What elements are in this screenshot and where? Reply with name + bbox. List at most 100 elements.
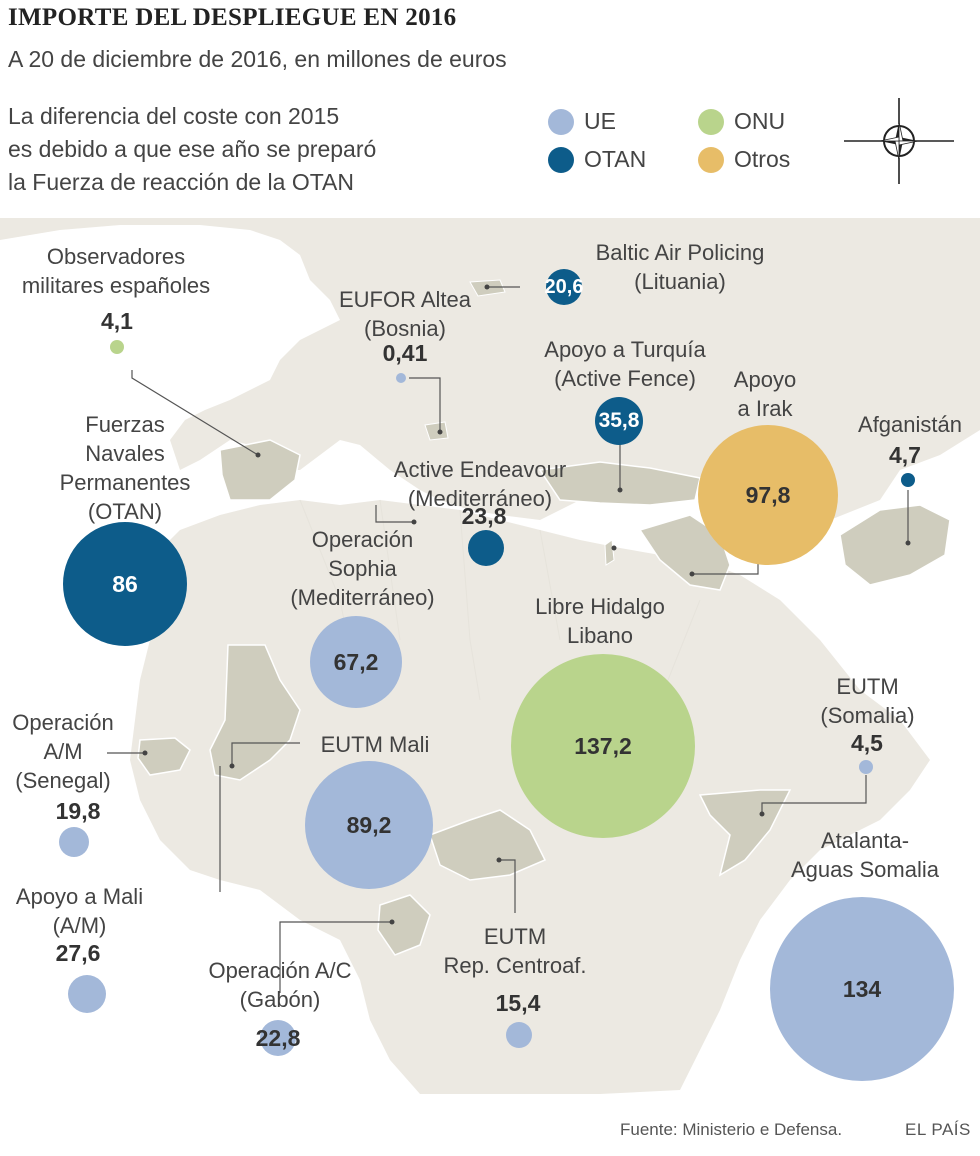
bosnia-country (424, 421, 449, 441)
mission-label-line: (Mediterráneo) (407, 486, 553, 511)
mission-label-fuerzas: Fuerzas Navales Permanentes (OTAN) (40, 410, 210, 526)
mission-label-line: Apoyo a Mali (15, 884, 144, 909)
bubble-value: 22,8 (255, 1024, 301, 1051)
mission-label-line: Navales (85, 441, 165, 466)
mission-label-observadores: Observadores militares españoles (0, 242, 232, 300)
intro-line: es debido a que ese año se preparó (8, 136, 377, 162)
mission-label-turquia: Apoyo a Turquía (Active Fence) (500, 335, 750, 393)
source-note: Fuente: Ministerio e Defensa. (620, 1120, 843, 1139)
mission-value-eufor: 0,41 (382, 340, 428, 366)
legend-label: ONU (734, 108, 786, 134)
mission-value-senegal: 19,8 (55, 798, 101, 824)
bubble-gabon: 22,8 (256, 1020, 300, 1056)
mission-value-eutm-rca: 15,4 (495, 990, 541, 1016)
mission-label-apoyo-mali: Apoyo a Mali (A/M) (2, 882, 157, 940)
mission-label-eufor: EUFOR Altea (Bosnia) (305, 285, 505, 343)
mission-value-observadores: 4,1 (101, 308, 133, 334)
bubble-sophia: 67,2 (310, 616, 402, 708)
legend-swatch-otros (698, 146, 724, 173)
legend: UE ONU OTAN Otros (548, 108, 818, 188)
mission-label-baltic: Baltic Air Policing (Lituania) (560, 238, 800, 296)
mission-label-eutm-somalia: EUTM (Somalia) (800, 672, 935, 730)
mission-label-line: Atalanta- (820, 828, 910, 853)
mission-label-line: EUTM (836, 674, 899, 699)
mission-label-line: (Mediterráneo) (290, 585, 435, 610)
mission-value-apoyo-mali: 27,6 (55, 940, 101, 966)
mission-label-atalanta: Atalanta- Aguas Somalia (770, 826, 960, 884)
legend-label: OTAN (584, 146, 647, 172)
mission-label-gabon: Operación A/C (Gabón) (185, 956, 375, 1014)
mission-label-line: Operación (12, 710, 114, 735)
bubble-eutm-mali: 89,2 (305, 761, 433, 889)
mission-label-line: militares españoles (21, 273, 211, 298)
mission-label-line: Apoyo a Turquía (544, 337, 706, 362)
mission-value-eutm-somalia: 4,5 (851, 730, 883, 756)
bubble-value: 137,2 (574, 732, 632, 759)
mission-label-line: a Irak (737, 396, 793, 421)
intro-text: La diferencia del coste con 2015 es debi… (8, 100, 448, 199)
gabon-country (377, 894, 431, 956)
legend-label: UE (584, 108, 616, 134)
leader-lines (107, 286, 909, 993)
mission-label-line: Active Endeavour (393, 457, 567, 482)
mission-label-line: EUTM (483, 924, 547, 949)
mission-label-senegal: Operación A/M (Senegal) (8, 708, 118, 795)
mission-label-line: EUTM Mali (320, 732, 430, 757)
mission-label-line: Libano (566, 623, 634, 648)
mission-value-afganistan: 4,7 (889, 442, 921, 468)
mission-label-endeavour: Active Endeavour (Mediterráneo) (365, 455, 595, 513)
bubble-irak: 97,8 (698, 425, 838, 565)
spain-country (219, 439, 301, 501)
bubble-apoyo-mali (68, 975, 106, 1013)
intro-line: la Fuerza de reacción de la OTAN (8, 169, 355, 195)
legend-item-otros: Otros (698, 146, 790, 173)
mission-label-line: (A/M) (52, 913, 107, 938)
bubble-afganistan (901, 473, 915, 487)
mission-label-eutm-rca: EUTM Rep. Centroaf. (425, 922, 605, 980)
mission-label-line: (Lituania) (634, 269, 726, 294)
mission-label-line: (Bosnia) (364, 316, 446, 341)
intro-line: La diferencia del coste con 2015 (8, 103, 340, 129)
mission-label-line: Afganistán (858, 412, 962, 437)
bubble-value: 35,8 (598, 409, 640, 432)
mission-label-sophia: Operación Sophia (Mediterráneo) (265, 525, 460, 612)
mission-label-line: Rep. Centroaf. (443, 953, 587, 978)
scandinavia (410, 218, 480, 285)
bubble-atalanta: 134 (770, 897, 954, 1081)
afghanistan-country (839, 504, 951, 586)
mission-label-line: Operación (311, 527, 414, 552)
iraq-country (638, 514, 731, 591)
mission-label-line: Permanentes (59, 470, 191, 495)
bubble-baltic: 20,6 (545, 269, 583, 305)
bubble-turquia: 35,8 (595, 397, 643, 445)
brand-logo-text: EL PAÍS (905, 1120, 971, 1139)
bubble-value: 89,2 (346, 811, 392, 838)
mission-label-line: Observadores (46, 244, 186, 269)
mission-label-line: A/M (43, 739, 83, 764)
chart-subtitle: A 20 de diciembre de 2016, en millones d… (8, 46, 507, 72)
mission-label-line: Apoyo (733, 367, 797, 392)
mission-label-line: Fuerzas (85, 412, 165, 437)
legend-item-otan: OTAN (548, 146, 646, 173)
bubble-value: 97,8 (745, 481, 791, 508)
lebanon-country (604, 539, 615, 566)
legend-swatch-ue (548, 108, 574, 135)
bubble-fuerzas: 86 (63, 522, 187, 646)
car-country (429, 809, 547, 881)
bubble-endeavour (468, 530, 504, 566)
legend-swatch-otan (548, 146, 574, 173)
legend-item-onu: ONU (698, 108, 785, 135)
mission-label-line: (Active Fence) (554, 366, 696, 391)
bubble-observadores (110, 340, 124, 354)
mission-label-line: Baltic Air Policing (595, 240, 765, 265)
bubble-libano: 137,2 (511, 654, 695, 838)
senegal-country (137, 737, 191, 776)
mission-label-line: Libre Hidalgo (535, 594, 665, 619)
legend-label: Otros (734, 146, 791, 172)
mission-label-line: (Somalia) (820, 703, 915, 728)
bubble-value: 86 (112, 570, 138, 597)
location-dots (142, 284, 911, 925)
legend-swatch-onu (698, 108, 724, 135)
chart-title: IMPORTE DEL DESPLIEGUE EN 2016 (8, 4, 457, 31)
mission-value-endeavour: 23,8 (461, 503, 507, 529)
